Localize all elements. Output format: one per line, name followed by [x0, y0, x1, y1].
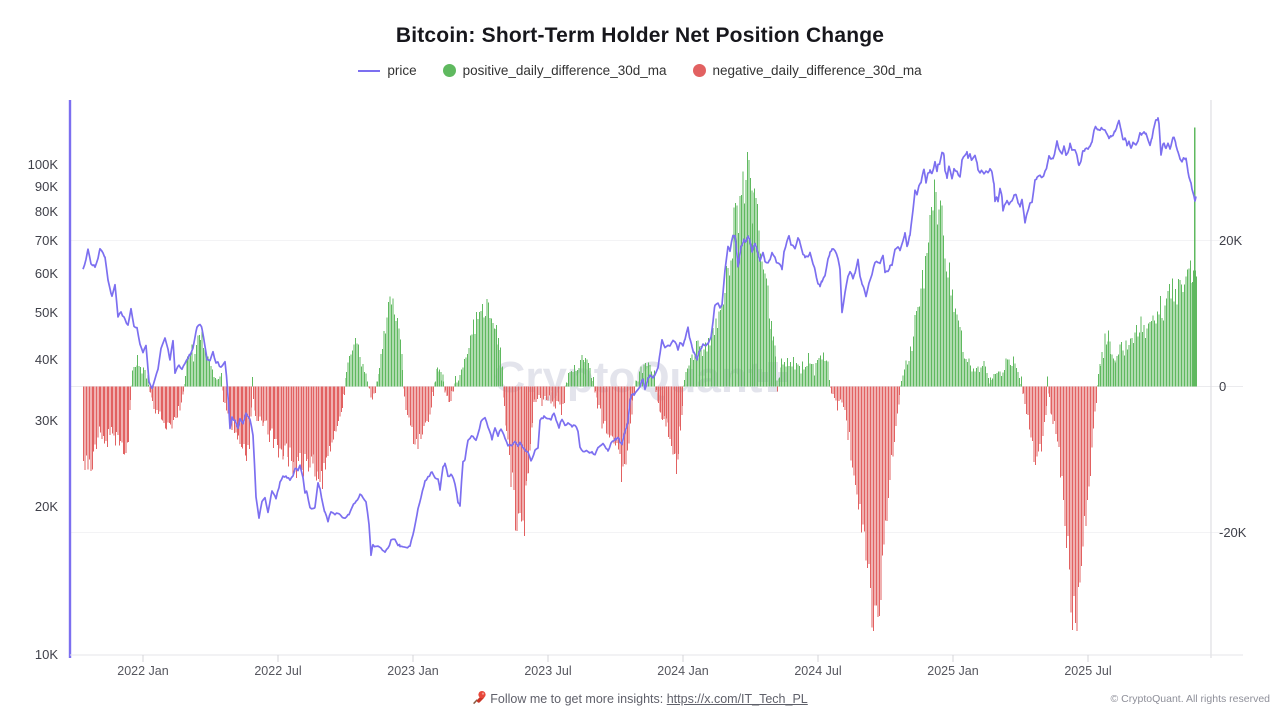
footer-text: Follow me to get more insights: [490, 692, 664, 706]
legend-item-positive[interactable]: positive_daily_difference_30d_ma [442, 63, 667, 78]
legend-label: negative_daily_difference_30d_ma [712, 63, 922, 78]
y-axis-left-tick-label: 30K [34, 413, 58, 429]
y-axis-left-tick-label: 60K [34, 265, 58, 281]
legend-label: price [387, 63, 417, 78]
pushpin-icon [473, 691, 486, 705]
x-axis-tick-label: 2024 Jan [657, 664, 709, 678]
y-axis-left-tick-label: 90K [34, 179, 58, 195]
x-axis-tick-label: 2025 Jan [927, 664, 979, 678]
positive-dot-swatch-icon [442, 64, 456, 77]
y-axis-left-tick-label: 20K [34, 499, 58, 515]
x-axis-tick-label: 2022 Jul [254, 664, 302, 678]
y-axis-left-tick-label: 10K [34, 647, 58, 662]
legend-label: positive_daily_difference_30d_ma [462, 63, 667, 78]
footer-note: Follow me to get more insights: https://… [0, 690, 1280, 706]
y-axis-right-tick-label: 20K [1219, 232, 1243, 248]
copyright-text: © CryptoQuant. All rights reserved [1110, 693, 1270, 705]
x-axis-tick-label: 2022 Jan [117, 664, 169, 678]
y-axis-left-tick-label: 100K [27, 157, 58, 172]
x-axis-tick-label: 2025 Jul [1064, 664, 1112, 678]
x-axis-tick-label: 2023 Jan [387, 664, 439, 678]
y-axis-left-tick-label: 50K [34, 304, 58, 320]
legend-item-negative[interactable]: negative_daily_difference_30d_ma [692, 63, 922, 78]
y-axis-right-tick-label: -20K [1219, 524, 1247, 540]
x-axis-tick-label: 2024 Jul [794, 664, 842, 678]
y-axis-left-tick-label: 40K [34, 351, 58, 367]
y-axis-right-tick-label: 0 [1219, 378, 1227, 394]
price-line-swatch-icon [358, 69, 381, 72]
negative-dot-swatch-icon [692, 64, 706, 77]
chart-title: Bitcoin: Short-Term Holder Net Position … [395, 24, 885, 47]
y-axis-left-tick-label: 70K [34, 232, 58, 248]
y-axis-left-tick-label: 80K [34, 204, 58, 220]
legend-item-price[interactable]: price [358, 63, 417, 78]
chart-legend: price positive_daily_difference_30d_ma n… [0, 63, 1280, 78]
x-axis-tick-label: 2023 Jul [524, 664, 572, 678]
footer-link[interactable]: https://x.com/IT_Tech_PL [666, 692, 808, 706]
